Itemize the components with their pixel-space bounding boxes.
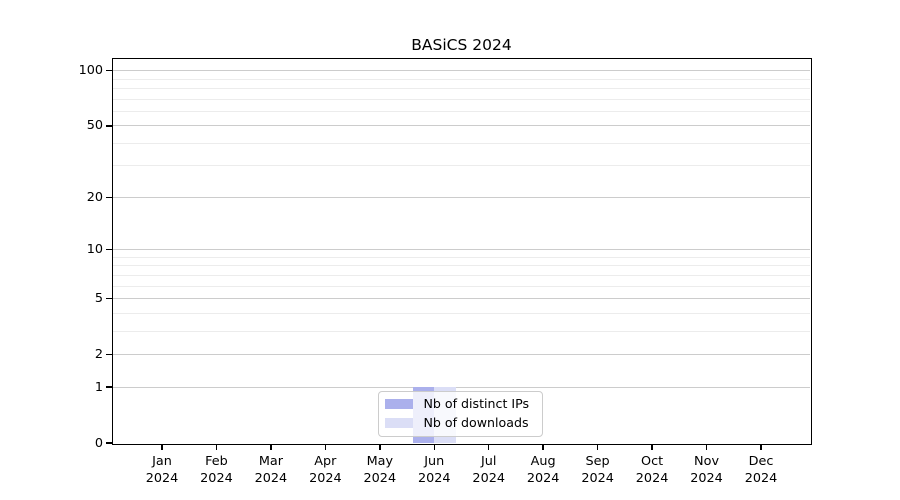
y-tick-label: 50 <box>86 118 103 134</box>
gridline-minor <box>113 98 810 100</box>
y-tick-label: 1 <box>94 379 103 395</box>
gridline-minor <box>113 110 810 112</box>
y-tick-mark <box>106 248 112 251</box>
y-tick-label: 0 <box>94 435 103 451</box>
legend: Nb of distinct IPs Nb of downloads <box>377 391 543 437</box>
x-tick-label-dec: Dec 2024 <box>745 454 778 487</box>
x-tick-month: Jun <box>424 454 445 469</box>
x-tick-label-may: May 2024 <box>364 454 397 487</box>
legend-item-downloads: Nb of downloads <box>384 415 543 431</box>
gridline-minor <box>113 330 810 332</box>
x-tick-month: Jan <box>152 454 172 469</box>
y-tick-label: 20 <box>86 189 103 205</box>
y-tick-mark <box>106 69 112 72</box>
y-tick-label: 100 <box>78 63 103 79</box>
legend-label-distinct-ips: Nb of distinct IPs <box>423 396 530 412</box>
x-tick-year: 2024 <box>635 470 669 486</box>
x-tick-mark <box>651 444 653 450</box>
x-tick-month: Oct <box>641 454 664 469</box>
y-tick-mark <box>106 353 112 356</box>
gridline-minor <box>113 265 810 267</box>
x-tick-year: 2024 <box>363 470 397 486</box>
x-tick-mark <box>161 444 163 450</box>
chart-title: BASiCS 2024 <box>411 36 512 54</box>
gridline-minor <box>113 256 810 258</box>
gridline-minor <box>113 78 810 80</box>
x-tick-mark <box>324 444 327 450</box>
x-tick-mark <box>270 444 272 450</box>
x-tick-label-mar: Mar 2024 <box>255 454 288 487</box>
x-tick-year: 2024 <box>417 470 451 486</box>
legend-label-downloads: Nb of downloads <box>423 415 529 431</box>
x-tick-year: 2024 <box>744 470 778 486</box>
y-tick-mark <box>106 386 112 388</box>
x-tick-label-feb: Feb 2024 <box>200 454 233 487</box>
x-tick-month: Feb <box>205 454 228 469</box>
gridline-minor <box>113 274 810 276</box>
legend-swatch-distinct-ips <box>384 399 413 410</box>
legend-swatch-downloads <box>384 418 413 429</box>
x-tick-mark <box>760 444 762 450</box>
gridline-major <box>113 125 810 127</box>
x-tick-label-apr: Apr 2024 <box>309 454 342 487</box>
x-tick-mark <box>215 444 218 450</box>
gridline-minor <box>113 142 810 144</box>
x-tick-year: 2024 <box>145 470 179 486</box>
y-tick-mark <box>106 196 112 199</box>
x-tick-mark <box>596 444 599 450</box>
x-tick-year: 2024 <box>254 470 288 486</box>
x-tick-mark <box>433 444 436 450</box>
x-tick-label-aug: Aug 2024 <box>527 454 560 487</box>
y-tick-label: 2 <box>94 346 103 362</box>
x-tick-month: Nov <box>694 454 720 469</box>
x-tick-label-jul: Jul 2024 <box>472 454 505 487</box>
gridline-minor <box>113 87 810 89</box>
y-tick-mark <box>106 442 112 444</box>
x-tick-label-sep: Sep 2024 <box>581 454 614 487</box>
y-tick-mark <box>106 125 112 127</box>
x-tick-label-jun: Jun 2024 <box>418 454 451 487</box>
gridline-major <box>113 353 810 355</box>
y-tick-label: 5 <box>94 290 103 306</box>
x-tick-month: Apr <box>314 454 337 469</box>
gridline-minor <box>113 285 810 287</box>
gridline-minor <box>113 312 810 314</box>
x-tick-year: 2024 <box>309 470 342 486</box>
x-tick-month: May <box>366 454 394 469</box>
x-tick-year: 2024 <box>526 470 560 486</box>
x-tick-label-jan: Jan 2024 <box>146 454 179 487</box>
x-tick-month: Aug <box>530 454 556 469</box>
gridline-major <box>113 386 810 388</box>
x-tick-month: Jul <box>480 454 497 469</box>
x-tick-mark <box>379 444 381 450</box>
plot-frame <box>111 58 812 445</box>
gridline-major <box>113 70 810 72</box>
gridline-major <box>113 249 810 251</box>
gridline-major <box>113 196 810 198</box>
x-tick-year: 2024 <box>690 470 723 486</box>
x-tick-mark <box>487 444 490 450</box>
x-tick-label-nov: Nov 2024 <box>690 454 723 487</box>
plot-area <box>113 60 810 444</box>
x-tick-mark <box>542 444 544 450</box>
x-tick-label-oct: Oct 2024 <box>636 454 669 487</box>
legend-item-distinct-ips: Nb of distinct IPs <box>384 396 543 412</box>
gridline-minor <box>113 165 810 167</box>
x-tick-year: 2024 <box>472 470 506 486</box>
x-tick-mark <box>705 444 708 450</box>
x-tick-year: 2024 <box>581 470 614 486</box>
x-tick-month: Dec <box>748 454 774 469</box>
gridline-major <box>113 297 810 299</box>
y-tick-label: 10 <box>86 242 103 258</box>
x-tick-month: Mar <box>258 454 283 469</box>
x-tick-year: 2024 <box>200 470 233 486</box>
x-tick-month: Sep <box>585 454 610 469</box>
y-tick-mark <box>106 297 112 300</box>
